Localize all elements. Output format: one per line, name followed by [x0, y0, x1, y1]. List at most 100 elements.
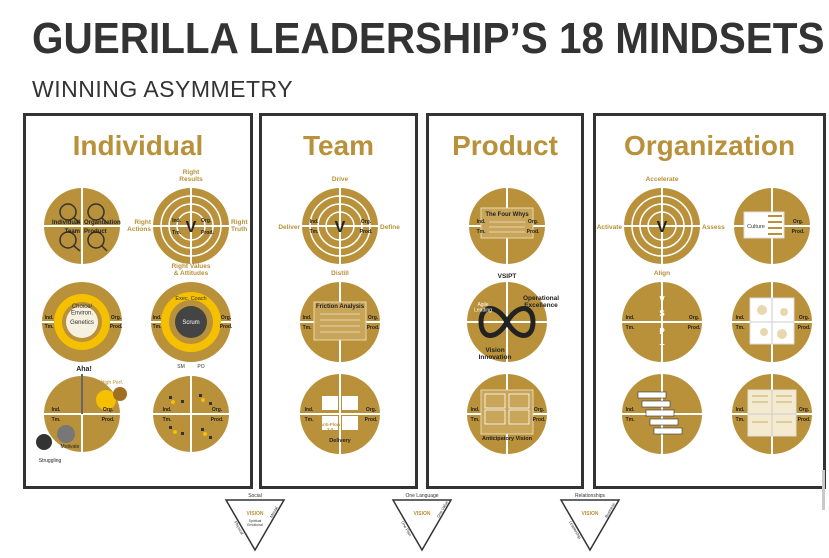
svg-text:PO: PO	[197, 364, 204, 370]
svg-text:Ind.: Ind.	[477, 219, 486, 225]
svg-text:Org.: Org.	[221, 315, 232, 321]
product-diagrams: The Four Whys VSIPT Ind. Tm. Org. Prod. …	[467, 188, 559, 454]
triangle-individual: Social VISION Spiritual Emotional Physica…	[224, 493, 286, 552]
svg-text:Org.: Org.	[528, 219, 539, 225]
svg-text:Tm.: Tm.	[477, 229, 487, 235]
label-genetics: Genetics	[70, 320, 94, 326]
triangle-team: One Language VISION One Plan One Value	[391, 493, 453, 552]
svg-text:Tm.: Tm.	[303, 325, 313, 331]
individual-circle-6: Ind. Tm. Org. Prod.	[153, 376, 229, 452]
svg-text:Prod.: Prod.	[688, 325, 701, 331]
label-individual: Individual	[52, 220, 80, 226]
triangle-product: Relationships VISION Leadership Business	[559, 493, 621, 552]
svg-text:Ind.: Ind.	[303, 315, 312, 321]
svg-text:Tm.: Tm.	[163, 417, 173, 423]
label-organization: Organization	[84, 220, 121, 226]
svg-text:Org.: Org.	[534, 407, 545, 413]
edge-decoration	[822, 470, 829, 510]
svg-text:Org.: Org.	[793, 219, 804, 225]
svg-text:T: T	[660, 343, 665, 352]
svg-text:Ind.: Ind.	[153, 315, 162, 321]
label-drive: Drive	[332, 176, 349, 183]
infinity-icon	[478, 306, 536, 338]
label-choice: Choice/Environ.	[71, 304, 93, 317]
svg-text:Prod.: Prod.	[798, 417, 811, 423]
svg-text:Tm.: Tm.	[172, 230, 182, 236]
svg-text:Tm.: Tm.	[153, 324, 163, 330]
svg-text:Ind.: Ind.	[163, 407, 172, 413]
svg-text:Tm.: Tm.	[736, 417, 746, 423]
label-deliver: Deliver	[278, 224, 300, 231]
label-scrum: Scrum	[182, 320, 199, 326]
svg-text:One Language: One Language	[405, 493, 438, 499]
label-product: Product	[84, 229, 107, 235]
label-struggling: Struggling	[39, 458, 62, 464]
svg-text:Prod.: Prod.	[527, 229, 540, 235]
panel-title-organization: Organization	[623, 130, 796, 161]
svg-text:Ind.: Ind.	[736, 315, 745, 321]
label-operational: Operational Excellence	[523, 295, 559, 309]
svg-text:Prod.: Prod.	[360, 229, 373, 235]
svg-text:Ind.: Ind.	[736, 407, 745, 413]
svg-text:Relationships: Relationships	[575, 493, 606, 499]
label-team: Team	[65, 229, 80, 235]
label-anti-flow: Anti-Flow 2.0	[320, 422, 341, 432]
label-distill: Distill	[331, 270, 349, 277]
panel-individual: Individual Individual Organization Team …	[23, 113, 253, 489]
product-circle-1: The Four Whys VSIPT Ind. Tm. Org. Prod.	[469, 188, 545, 280]
svg-text:Ind.: Ind.	[52, 407, 61, 413]
individual-circle-1: Individual Organization Team Product	[44, 188, 121, 264]
magnifier-icon	[59, 203, 108, 252]
label-motivate: Motivate	[61, 444, 80, 450]
team-circle-2: Friction Analysis Ind. Tm. Org. Prod.	[300, 282, 380, 362]
svg-text:Tm.: Tm.	[45, 324, 55, 330]
product-circle-2: Operational Excellence Vision Innovation A…	[467, 282, 559, 362]
label-agile: Agile Leading	[474, 302, 492, 314]
label-accelerate: Accelerate	[646, 176, 679, 183]
panel-team: Team V Drive Deliver Define Distill Ind.…	[259, 113, 418, 489]
svg-text:V: V	[657, 219, 668, 236]
svg-text:Prod.: Prod.	[367, 325, 380, 331]
panel-title-product: Product	[452, 130, 558, 161]
label-right-actions: Right Actions	[127, 219, 152, 233]
individual-circle-2: V Right Results Right Actions Right Truth I…	[127, 169, 248, 264]
svg-text:VISION: VISION	[582, 511, 599, 517]
label-vsipt: VSIPT	[498, 273, 517, 280]
svg-text:Tm.: Tm.	[310, 229, 320, 235]
individual-circle-3: Choice/Environ. Genetics Ind. Tm. Org. P…	[42, 282, 123, 362]
svg-text:Prod.: Prod.	[798, 325, 811, 331]
individual-diagrams: Individual Organization Team Product V R…	[36, 169, 248, 464]
svg-text:Tm.: Tm.	[736, 325, 746, 331]
svg-text:Tm.: Tm.	[305, 417, 315, 423]
v-label: V	[186, 219, 197, 236]
svg-text:SM: SM	[177, 364, 185, 370]
svg-text:Ind.: Ind.	[172, 218, 181, 224]
panel-product: Product The Four Whys VSIPT Ind. Tm. Org…	[426, 113, 584, 489]
label-aha: Aha!	[76, 366, 92, 373]
svg-text:Prod.: Prod.	[201, 230, 214, 236]
svg-text:V: V	[659, 295, 665, 304]
label-vision-innovation: Vision Innovation	[479, 347, 512, 361]
svg-text:Physical: Physical	[233, 520, 245, 535]
page-title: GUERILLA LEADERSHIP’S 18 MINDSETS	[32, 14, 825, 63]
svg-text:Org.: Org.	[103, 407, 114, 413]
label-four-whys: The Four Whys	[485, 212, 529, 218]
label-right-truth: Right Truth	[231, 219, 248, 233]
svg-text:Prod.: Prod.	[211, 417, 224, 423]
svg-text:Prod.: Prod.	[102, 417, 115, 423]
svg-text:Tm.: Tm.	[471, 417, 481, 423]
panel-organization: Organization V Accelerate Activate Asses…	[593, 113, 826, 489]
svg-text:Prod.: Prod.	[792, 229, 805, 235]
svg-text:Org.: Org.	[366, 407, 377, 413]
svg-text:Prod.: Prod.	[533, 417, 546, 423]
label-exec-coach: Exec. Coach	[175, 296, 206, 302]
label-friction: Friction Analysis	[316, 304, 365, 310]
svg-text:Ind.: Ind.	[626, 407, 635, 413]
label-delivery: Delivery	[329, 438, 351, 444]
label-align: Align	[654, 270, 670, 277]
svg-text:Ind.: Ind.	[305, 407, 314, 413]
svg-text:Tm.: Tm.	[626, 417, 636, 423]
svg-text:Org.: Org.	[368, 315, 379, 321]
label-right-values: Right Values & Attitudes	[171, 263, 210, 277]
team-circle-1: V Drive Deliver Define Distill Ind. Tm. …	[278, 176, 400, 277]
